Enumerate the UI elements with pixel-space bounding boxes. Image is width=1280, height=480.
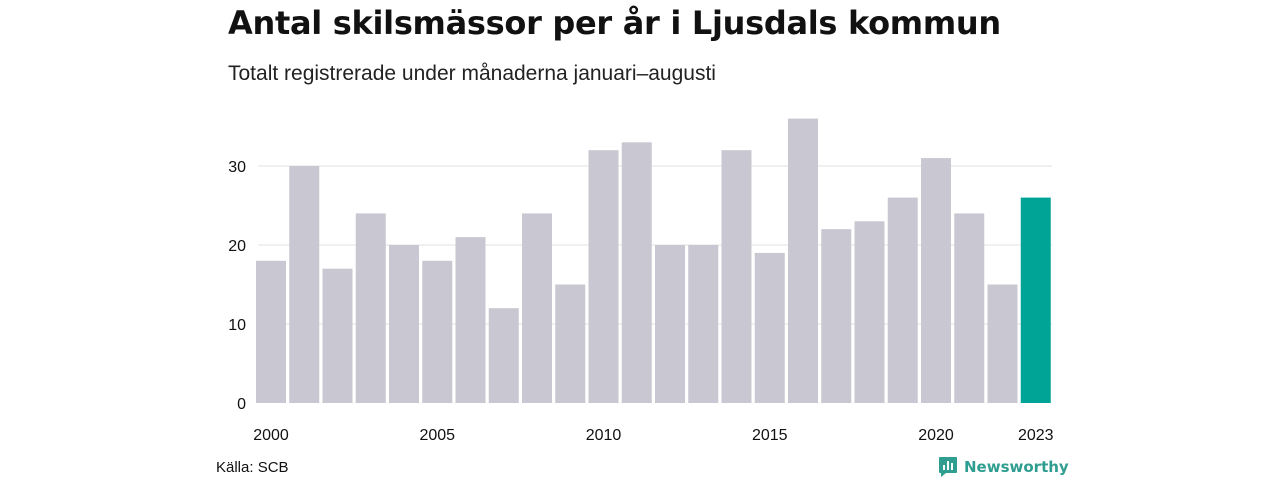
x-tick-label: 2023 (1018, 427, 1054, 444)
bar (588, 150, 619, 403)
chart-title: Antal skilsmässor per år i Ljusdals komm… (228, 4, 1001, 42)
y-tick-label: 30 (228, 159, 246, 176)
bar (621, 142, 652, 404)
y-axis-ticks: 0 10 20 30 (228, 159, 246, 413)
x-tick-label: 2005 (419, 427, 455, 444)
bar (954, 213, 985, 403)
bar (422, 260, 453, 403)
bars (256, 118, 1051, 404)
bar (887, 197, 918, 403)
source-note: Källa: SCB (216, 459, 289, 476)
x-tick-label: 2000 (253, 427, 289, 444)
x-tick-label: 2015 (752, 427, 788, 444)
bar (522, 213, 552, 403)
y-tick-label: 0 (237, 396, 246, 413)
newsworthy-logo-icon (939, 457, 957, 477)
bar (256, 260, 286, 403)
bar (921, 158, 951, 403)
bar (721, 150, 752, 403)
bar (355, 213, 386, 403)
bar-highlight (1020, 197, 1051, 403)
bar (754, 252, 785, 403)
y-tick-label: 10 (228, 317, 246, 334)
bar (289, 166, 320, 403)
bar (555, 284, 586, 403)
bar (389, 245, 419, 403)
brand-logo: Newsworthy (938, 456, 1069, 478)
x-tick-label: 2010 (586, 427, 622, 444)
y-tick-label: 20 (228, 238, 246, 255)
bar (322, 268, 353, 403)
bar (688, 245, 719, 403)
bar (788, 118, 818, 403)
x-tick-label: 2020 (918, 427, 954, 444)
bar (655, 245, 685, 403)
brand-name: Newsworthy (964, 458, 1069, 476)
bar (455, 237, 486, 403)
chart-subtitle: Totalt registrerade under månaderna janu… (228, 62, 716, 85)
bar (987, 284, 1018, 403)
bar (854, 221, 885, 403)
bar (488, 308, 519, 403)
bar (821, 229, 852, 403)
x-axis-ticks: 2000 2005 2010 2015 2020 2023 (253, 427, 1053, 444)
